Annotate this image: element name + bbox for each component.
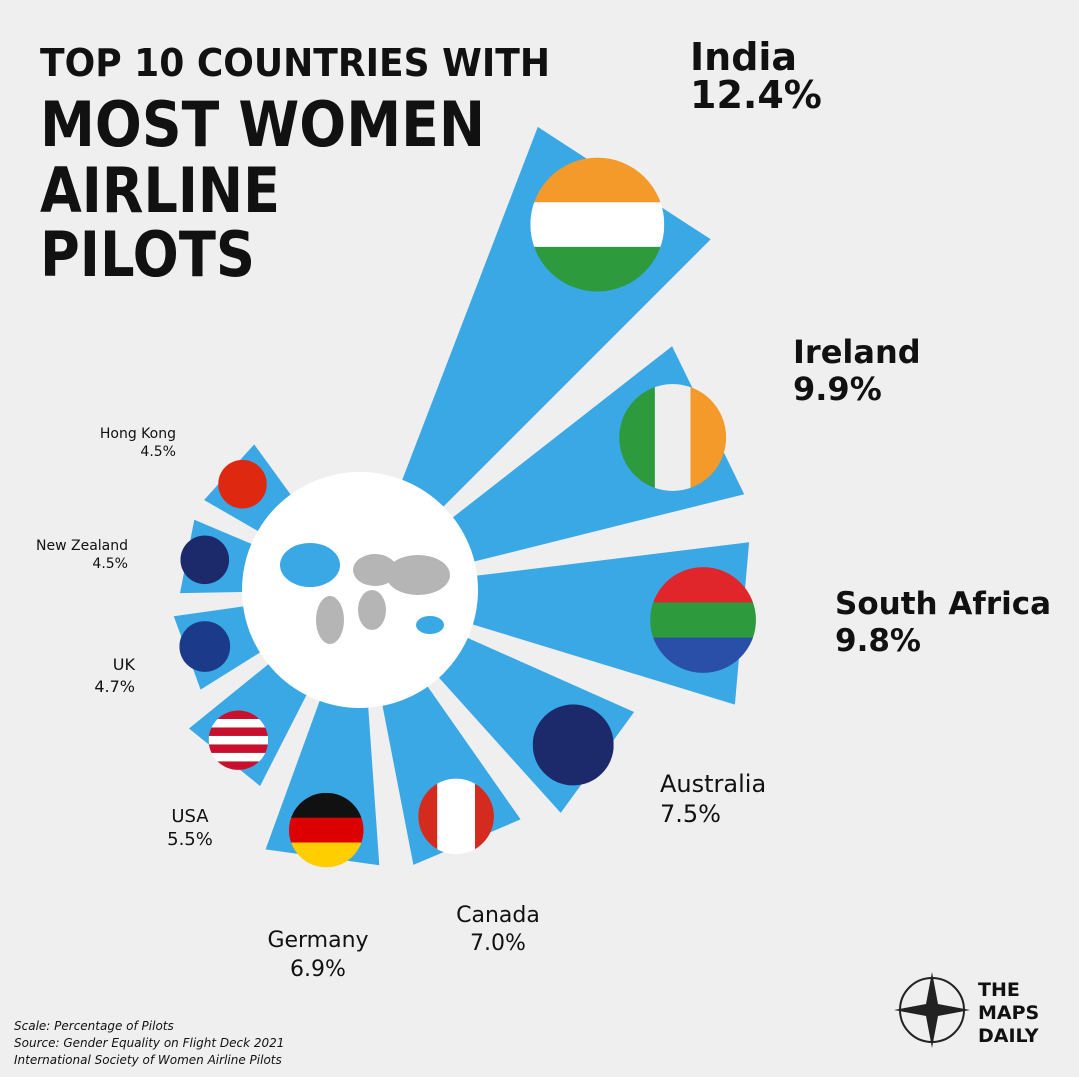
continent [353,554,397,586]
value-label: 4.5% [92,556,128,572]
flag-stripe [208,752,269,762]
flag-stripe [650,602,756,639]
value-label: 5.5% [167,829,213,850]
flag [418,778,494,855]
value-label: 4.7% [94,677,135,696]
flag-stripe [208,710,269,720]
flag [180,535,230,585]
flag [208,710,269,770]
value-label: 9.8% [835,623,921,659]
flag [530,157,665,292]
note: Scale: Percentage of Pilots [14,1019,174,1033]
title-line: AIRLINE [40,154,280,227]
flag [288,792,364,868]
flag-stripe [208,735,269,745]
continent [386,555,450,595]
flag [650,567,756,673]
title-line: MOST WOMEN [40,88,485,161]
continent [280,543,340,587]
value-label: 12.4% [690,73,822,117]
brand-text: THE [978,979,1020,1001]
flag [218,459,267,509]
value-label: 7.5% [660,800,721,828]
category-label: UK [113,655,136,674]
category-label: South Africa [835,586,1051,622]
category-label: USA [171,806,209,827]
value-label: 6.9% [290,957,346,982]
brand-text: DAILY [978,1025,1039,1047]
brand-text: MAPS [978,1002,1039,1024]
compass-star [894,972,970,1048]
category-label: Australia [660,770,766,798]
flag [619,384,727,491]
continent [358,590,386,630]
category-label: Canada [456,903,540,928]
flag-stripe [456,778,476,855]
category-label: Hong Kong [100,426,176,442]
continent [416,616,444,634]
flag-stripe [654,384,691,491]
note: Source: Gender Equality on Flight Deck 2… [14,1036,284,1050]
category-label: Ireland [793,333,921,371]
value-label: 9.9% [793,370,882,408]
flag-stripe [218,459,267,509]
flag-stripe [437,778,457,855]
value-label: 7.0% [470,931,526,956]
title: TOP 10 COUNTRIES WITH MOST WOMEN AIRLINE… [40,41,550,291]
globe [242,472,478,708]
category-label: India [690,35,797,79]
flag-stripe [208,727,269,737]
note: International Society of Women Airline P… [14,1053,282,1067]
flag-stripe [530,202,665,248]
notes: Scale: Percentage of Pilots Source: Gend… [14,1019,284,1067]
value-label: 4.5% [140,444,176,460]
category-label: Germany [267,928,368,953]
flag-stripe [179,621,231,672]
continent [316,596,344,644]
flag [532,704,614,786]
title-line: PILOTS [40,218,255,291]
flag-stripe [208,744,269,754]
flag-stripe [180,535,230,585]
brand: THE MAPS DAILY [894,972,1039,1048]
flag-stripe [532,704,614,786]
flag-stripe [208,761,269,770]
globe-disc [242,472,478,708]
flag-stripe [208,718,269,728]
title-line: TOP 10 COUNTRIES WITH [40,41,550,85]
category-label: New Zealand [36,538,128,554]
flag-stripe [288,817,364,844]
flag [179,621,231,672]
